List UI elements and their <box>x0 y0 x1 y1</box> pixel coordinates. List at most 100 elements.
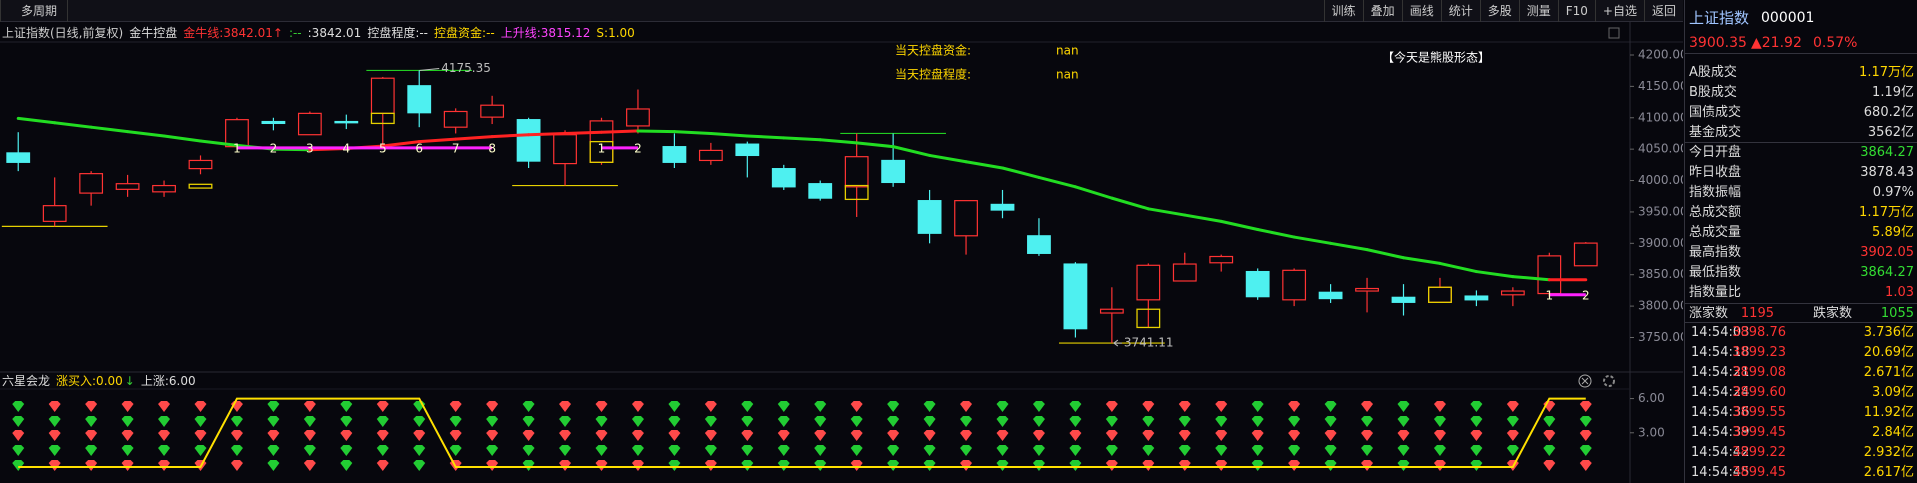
diamond <box>668 416 681 427</box>
ma-segment <box>636 129 676 134</box>
icon[interactable] <box>1608 27 1620 39</box>
tick-row: 14:54:18 3899.23 20.69亿 <box>1685 343 1917 363</box>
ma-segment <box>527 131 567 137</box>
tick-volume: 11.92亿 <box>1863 405 1914 420</box>
chart-title: 上证指数(日线,前复权) <box>2 25 123 40</box>
diamond <box>267 416 280 427</box>
diamond <box>1215 445 1228 456</box>
diamond <box>12 445 25 456</box>
diamond <box>777 401 790 412</box>
toolbar-button[interactable]: 训练 <box>1323 0 1363 22</box>
ma-segment <box>1365 248 1405 260</box>
diamond <box>1324 460 1337 471</box>
diamond <box>559 430 572 441</box>
diamond <box>741 401 754 412</box>
marker-label: 4 <box>342 141 350 155</box>
close-icon[interactable] <box>1578 374 1592 388</box>
diamond <box>376 416 389 427</box>
diamond <box>1324 416 1337 427</box>
stat-value: 5.89亿 <box>1872 225 1914 240</box>
candle-body <box>662 146 687 163</box>
diamond <box>1069 401 1082 412</box>
diamond <box>923 460 936 471</box>
diamond <box>1288 401 1301 412</box>
tick-volume: 2.617亿 <box>1863 465 1914 480</box>
diamond <box>1288 416 1301 427</box>
diamond <box>1324 401 1337 412</box>
note-value: nan <box>1056 44 1079 58</box>
diamond <box>1543 430 1556 441</box>
toolbar-button[interactable]: 测量 <box>1518 0 1558 22</box>
diamond <box>1470 460 1483 471</box>
ma-segment <box>1511 275 1551 282</box>
diamond <box>704 430 717 441</box>
diamond <box>1069 430 1082 441</box>
toolbar-button[interactable]: 画线 <box>1401 0 1441 22</box>
period-button[interactable]: 多周期 <box>0 0 69 22</box>
candle-body <box>334 120 359 124</box>
extreme-label: 4175.35 <box>441 61 491 75</box>
price: 3900.35 <box>1689 35 1747 51</box>
toolbar-button[interactable]: 统计 <box>1440 0 1480 22</box>
highlight-box <box>844 184 869 201</box>
ma-segment <box>928 153 968 164</box>
candle-body <box>79 173 104 194</box>
tick-price: 3899.23 <box>1732 345 1786 360</box>
settings-icon[interactable] <box>1603 375 1615 387</box>
stat-label: A股成交 <box>1689 65 1737 80</box>
y-tick-label: 4100.00 <box>1638 110 1683 124</box>
diamond <box>996 401 1009 412</box>
stat-row: 最高指数 3902.05 <box>1685 243 1917 263</box>
diamond <box>1579 416 1592 427</box>
tick-volume: 2.932亿 <box>1863 445 1914 460</box>
candle-body <box>1355 287 1379 292</box>
candle-body <box>1063 263 1088 330</box>
ma-segment <box>600 129 640 134</box>
tick-row: 14:54:36 3899.55 11.92亿 <box>1685 403 1917 423</box>
candle-body <box>188 159 213 170</box>
diamond <box>960 430 973 441</box>
tick-volume: 2.84亿 <box>1872 425 1914 440</box>
toolbar-button[interactable]: +自选 <box>1594 0 1644 22</box>
marker-label: 2 <box>634 141 642 155</box>
toolbar-button[interactable]: 多股 <box>1479 0 1519 22</box>
diamond <box>303 430 316 441</box>
diamond <box>1579 460 1592 471</box>
header-item: S:1.00 <box>596 26 634 40</box>
toolbar-button[interactable]: F10 <box>1557 0 1595 22</box>
stat-value: 1.17万亿 <box>1859 205 1914 220</box>
quote-price: 3900.35 ▲21.92 0.57% <box>1685 32 1917 54</box>
candle-body <box>771 168 796 188</box>
diamond <box>559 445 572 456</box>
diamond <box>814 430 827 441</box>
highlight-box <box>370 112 395 125</box>
diamond <box>12 401 25 412</box>
stat-row: 今日开盘 3864.27 <box>1685 143 1917 163</box>
diamond <box>1543 416 1556 427</box>
diamond <box>595 430 608 441</box>
ma-segment <box>891 145 932 157</box>
ma-segment <box>672 130 713 135</box>
ma-segment <box>563 130 603 135</box>
diamond <box>777 430 790 441</box>
tick-time: 14:54:39 <box>1691 425 1750 440</box>
ma-segment <box>855 141 895 149</box>
main-header: 上证指数(日线,前复权) 金牛控盘 金牛线:3842.01↑:--:3842.01 控… <box>2 25 635 40</box>
toolbar-button[interactable]: 返回 <box>1643 0 1683 22</box>
stat-value: 1.17万亿 <box>1859 65 1914 80</box>
diamond <box>121 401 134 412</box>
diamond <box>850 460 863 471</box>
stat-label: 指数振幅 <box>1689 185 1742 200</box>
diamond <box>631 445 644 456</box>
diamond <box>340 460 353 471</box>
diamond <box>230 416 243 427</box>
diamond <box>741 445 754 456</box>
candle-body <box>1464 295 1489 301</box>
candle-body <box>297 112 322 136</box>
y-tick-label: 4200.00 <box>1638 47 1683 61</box>
diamond <box>1470 401 1483 412</box>
toolbar-button[interactable]: 叠加 <box>1362 0 1402 22</box>
diamond <box>85 430 98 441</box>
y-tick-label: 3900.00 <box>1638 236 1683 250</box>
diamond <box>1433 401 1446 412</box>
